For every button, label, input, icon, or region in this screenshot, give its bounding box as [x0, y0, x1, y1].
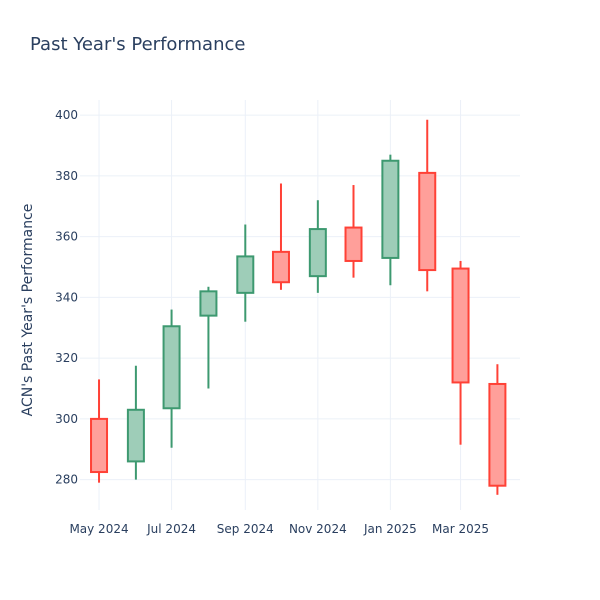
candle-increasing: [199, 286, 218, 389]
x-tick-label: Mar 2025: [432, 522, 489, 536]
candles: [90, 119, 507, 495]
y-axis-label: ACN's Past Year's Performance: [20, 204, 36, 417]
candle-body: [451, 267, 470, 384]
candle-body: [236, 255, 255, 294]
y-tick-label: 400: [55, 108, 78, 122]
candle-decreasing: [418, 119, 437, 292]
candle-decreasing: [451, 260, 470, 445]
x-axis-ticks: May 2024 Jul 2024 Sep 2024 Nov 2024 Jan 2025…: [69, 522, 489, 536]
candle-body: [418, 171, 437, 272]
candle-decreasing: [344, 185, 363, 278]
x-tick-label: Jul 2024: [146, 522, 196, 536]
x-tick-label: May 2024: [69, 522, 128, 536]
y-tick-label: 360: [55, 230, 78, 244]
candle-increasing: [236, 224, 255, 322]
candle-body: [126, 408, 145, 463]
x-tick-label: Nov 2024: [289, 522, 347, 536]
y-tick-label: 380: [55, 169, 78, 183]
candle-body: [162, 325, 181, 410]
y-tick-label: 300: [55, 412, 78, 426]
candle-body: [308, 228, 327, 278]
candle-decreasing: [90, 379, 109, 483]
candle-increasing: [162, 309, 181, 448]
chart-title: Past Year's Performance: [30, 34, 245, 55]
y-tick-label: 280: [55, 473, 78, 487]
candle-body: [199, 290, 218, 317]
x-tick-label: Jan 2025: [363, 522, 417, 536]
candle-increasing: [308, 200, 327, 293]
y-tick-label: 340: [55, 290, 78, 304]
candle-body: [381, 159, 400, 259]
candle-increasing: [126, 365, 145, 480]
x-tick-label: Sep 2024: [217, 522, 274, 536]
candle-decreasing: [488, 364, 507, 495]
candle-body: [271, 250, 290, 284]
candle-body: [344, 226, 363, 262]
y-tick-label: 320: [55, 351, 78, 365]
y-axis-ticks: 280 300 320 340 360 380 400: [55, 108, 78, 486]
candle-body: [90, 417, 109, 474]
candle-body: [488, 382, 507, 487]
candle-decreasing: [271, 183, 290, 290]
candle-increasing: [381, 154, 400, 286]
